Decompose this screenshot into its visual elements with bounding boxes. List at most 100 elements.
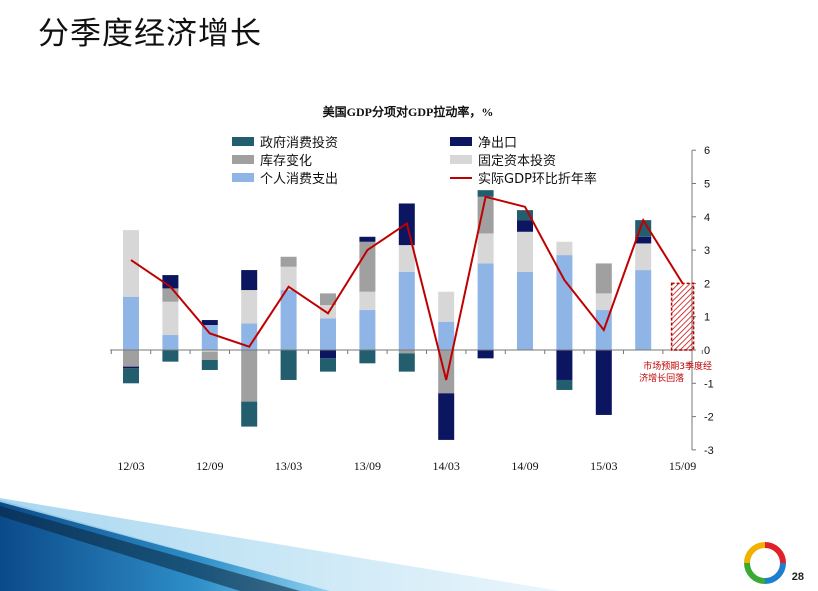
x-tick-label: 15/03 [590,459,617,473]
bar-gov-12/12 [241,401,258,427]
forecast-annotation-line1: 市场预期3季度经 [643,360,712,372]
bar-net_exports-14/09 [517,220,533,232]
bar-net_exports-14/06 [477,350,494,359]
bar-inventory-13/12 [398,350,415,354]
y-tick-label: 3 [704,245,710,257]
bar-consumption-12/09 [201,325,218,350]
bar-gov-14/12 [556,379,573,390]
bar-consumption-14/06 [477,263,494,350]
bar-fixed_investment-12/12 [241,290,258,324]
gdp-growth-line [130,195,684,381]
bar-fixed_investment-12/03 [123,230,139,297]
bar-consumption-13/09 [359,310,376,350]
y-tick-label: 0 [704,345,710,357]
bar-net_exports-13/06 [320,350,336,359]
bar-gov-12/09 [201,359,218,370]
bar-inventory-14/06 [477,196,494,234]
bar-consumption-14/03 [438,321,455,350]
stripe-black [0,506,300,591]
x-tick-label: 15/09 [669,459,696,473]
bar-consumption-12/03 [123,296,139,350]
page-number: 28 [791,571,804,583]
bar-inventory-12/12 [241,350,258,402]
bar-net_exports-14/12 [556,350,573,380]
stripe-light [0,498,560,591]
bar-inventory-13/06 [320,293,336,306]
bar-net_exports-12/03 [123,366,139,369]
y-tick-label: 2 [704,278,710,290]
bar-gov-13/06 [320,358,336,372]
bar-consumption-14/12 [556,255,573,350]
y-tick-label: 6 [704,145,710,157]
x-tick-label: 13/09 [354,459,381,473]
bar-consumption-13/12 [398,271,415,350]
legend-label-gov: 政府消费投资 [260,135,338,151]
bar-fixed_investment-14/06 [477,233,494,264]
legend-label-inventory: 库存变化 [260,153,312,169]
chart-title: 美国GDP分项对GDP拉动率，% [323,104,494,119]
y-tick-label: -1 [704,378,714,390]
bar-gov-14/06 [477,190,494,197]
legend-label-gdp_line: 实际GDP环比折年率 [478,171,597,187]
bar-net_exports-15/03 [595,350,612,415]
company-logo [744,542,786,584]
bar-fixed_investment-12/09 [201,350,218,352]
legend-label-net_exports: 净出口 [478,136,517,151]
x-tick-label: 12/03 [117,459,144,473]
x-tick-label: 13/03 [275,459,302,473]
forecast-annotation-line2: 济增长回落 [639,372,684,384]
bar-consumption-13/03 [280,290,297,350]
y-tick-label: -3 [704,445,714,457]
bar-fixed_investment-15/06 [635,243,652,271]
bar-fixed_investment-13/12 [398,245,415,272]
bar-inventory-15/03 [595,263,612,294]
y-tick-label: 5 [704,179,710,191]
chart-bars [123,190,652,440]
bar-net_exports-13/09 [359,236,376,242]
bar-gov-12/03 [123,368,139,384]
bar-inventory-13/09 [359,241,376,292]
y-tick-label: -2 [704,412,714,424]
legend-swatch-net_exports [450,137,472,146]
bar-consumption-15/06 [635,270,652,350]
bar-fixed_investment-14/09 [517,231,533,272]
legend-swatch-consumption [232,173,254,182]
bar-gov-13/09 [359,350,376,364]
legend-swatch-inventory [232,155,254,164]
y-tick-label: 4 [704,212,710,224]
bar-gov-13/03 [280,350,297,380]
x-tick-label: 12/09 [196,459,223,473]
bar-inventory-13/03 [280,256,297,267]
gdp-line-series [130,195,684,381]
bar-fixed_investment-15/03 [595,293,612,311]
bar-net_exports-12/12 [241,270,258,291]
legend-swatch-fixed_investment [450,155,472,164]
bar-gov-14/09 [517,210,533,221]
bar-fixed_investment-12/06 [162,301,179,336]
bar-inventory-12/03 [123,350,139,367]
bar-consumption-14/09 [517,271,533,350]
bar-fixed_investment-13/03 [280,266,297,291]
bar-consumption-13/06 [320,318,336,350]
bar-fixed_investment-14/03 [438,291,455,322]
slide-title: 分季度经济增长 [38,16,262,52]
y-tick-label: 1 [704,312,710,324]
forecast-bar [670,282,695,351]
legend-label-consumption: 个人消费支出 [260,172,338,187]
bar-consumption-12/06 [162,335,179,350]
bar-inventory-12/09 [201,351,218,360]
bar-net_exports-14/03 [438,393,455,440]
bar-gov-12/06 [162,350,179,362]
legend-label-fixed_investment: 固定资本投资 [478,153,556,169]
bar-fixed_investment-14/12 [556,241,573,256]
bar-net_exports-12/09 [201,320,218,326]
x-tick-label: 14/09 [511,459,538,473]
legend-swatch-gov [232,137,254,146]
bar-fixed_investment-13/09 [359,291,376,311]
bar-consumption-12/12 [241,323,258,350]
bar-net_exports-15/06 [635,236,652,244]
